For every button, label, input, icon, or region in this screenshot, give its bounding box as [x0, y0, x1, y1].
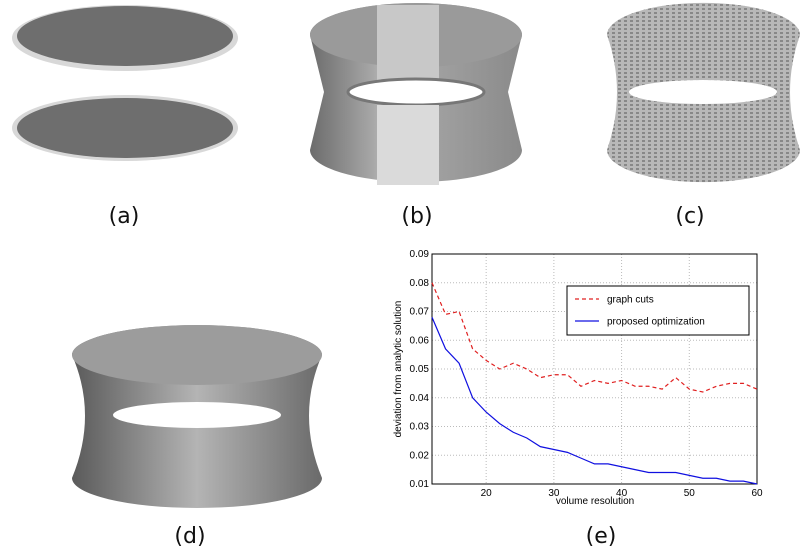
caption: (c): [675, 204, 704, 229]
plot-frame: [431, 253, 758, 485]
x-tick-label: 30: [548, 488, 560, 499]
render-c: [607, 2, 800, 183]
y-tick-label: 0.02: [410, 450, 430, 461]
render-d: [72, 325, 322, 508]
caption: (b): [401, 204, 432, 229]
legend-box: [566, 285, 750, 336]
x-tick-label: 40: [616, 488, 628, 499]
y-tick-label: 0.07: [410, 307, 430, 318]
y-axis-label: deviation from analytic solution: [393, 301, 404, 438]
caption: (a): [109, 204, 140, 229]
x-axis-label: volume resolution: [556, 496, 634, 507]
caption: (e): [586, 524, 617, 549]
y-tick-label: 0.03: [410, 422, 430, 433]
x-tick-label: 60: [751, 488, 763, 499]
legend-label: graph cuts: [607, 295, 654, 306]
y-tick-label: 0.09: [410, 249, 430, 260]
y-tick-label: 0.08: [410, 278, 430, 289]
y-tick-label: 0.05: [410, 364, 430, 375]
line: [431, 317, 758, 485]
legend-label: proposed optimization: [607, 317, 705, 328]
x-tick-label: 20: [481, 488, 493, 499]
y-tick-label: 0.01: [410, 479, 430, 490]
render-a: [12, 5, 238, 161]
line: [431, 282, 758, 393]
y-tick-label: 0.06: [410, 335, 430, 346]
render-b: [310, 3, 522, 185]
caption: (d): [174, 524, 205, 549]
x-tick-label: 50: [684, 488, 696, 499]
y-tick-label: 0.04: [410, 393, 430, 404]
